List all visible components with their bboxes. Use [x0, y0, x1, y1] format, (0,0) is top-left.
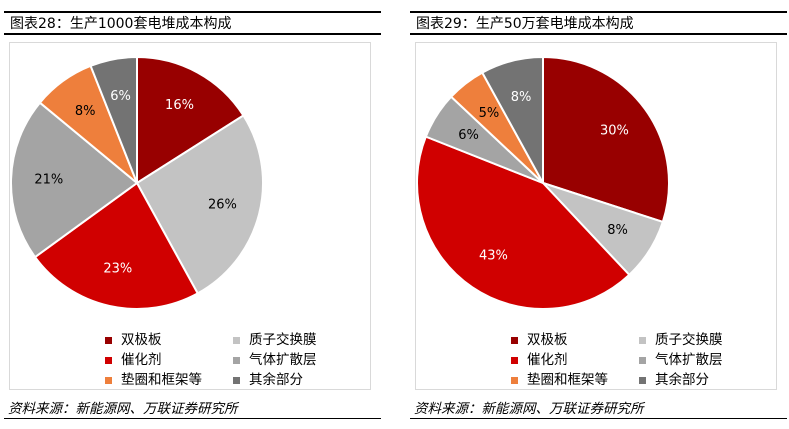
- legend-swatch: [639, 377, 646, 384]
- source-note: 资料来源：新能源网、万联证券研究所: [414, 401, 644, 417]
- legend-label: 催化剂: [527, 352, 568, 368]
- legend-item-2: 催化剂: [105, 351, 233, 370]
- pie-slice-3: [10, 101, 139, 259]
- legend-label: 气体扩散层: [655, 352, 723, 368]
- legend-swatch: [639, 337, 646, 344]
- data-label-1: 26%: [208, 197, 237, 212]
- legend-item-1: 质子交换膜: [233, 331, 365, 350]
- data-label-5: 6%: [110, 89, 131, 104]
- legend-label: 其余部分: [249, 372, 303, 388]
- legend-label: 气体扩散层: [249, 352, 317, 368]
- legend-swatch: [233, 357, 240, 364]
- legend-swatch: [511, 337, 518, 344]
- chart-legend: 双极板 质子交换膜催化剂 气体扩散层垫圈和框架等 其余部分: [105, 331, 365, 390]
- legend-item-3: 气体扩散层: [639, 351, 771, 370]
- legend-label: 催化剂: [121, 352, 162, 368]
- legend-item-2: 催化剂: [511, 351, 639, 370]
- legend-label: 双极板: [121, 332, 162, 348]
- legend-swatch: [233, 337, 240, 344]
- legend-item-1: 质子交换膜: [639, 331, 771, 350]
- legend-label: 质子交换膜: [655, 332, 723, 348]
- legend-swatch: [639, 357, 646, 364]
- legend-item-3: 气体扩散层: [233, 351, 365, 370]
- bottom-rule: [410, 418, 787, 419]
- chart-title: 图表29：生产50万套电堆成本构成: [416, 16, 634, 32]
- chart-legend: 双极板 质子交换膜催化剂 气体扩散层垫圈和框架等 其余部分: [511, 331, 771, 390]
- chart-frame: 16% 26% 23% 21% 8% 6% 双极板 质子交换膜催化剂 气体扩散层垫圈和框架等 其…: [9, 42, 371, 390]
- chart-title: 图表28：生产1000套电堆成本构成: [10, 16, 232, 32]
- source-note: 资料来源：新能源网、万联证券研究所: [8, 401, 238, 417]
- pie-slice-5: [89, 55, 138, 184]
- data-label-0: 16%: [165, 98, 194, 113]
- legend-swatch: [105, 337, 112, 344]
- legend-label: 质子交换膜: [249, 332, 317, 348]
- legend-label: 其余部分: [655, 372, 709, 388]
- pie-slice-2: [416, 135, 631, 310]
- legend-swatch: [105, 377, 112, 384]
- data-label-4: 5%: [479, 106, 500, 121]
- legend-swatch: [511, 357, 518, 364]
- pie-slice-1: [135, 114, 264, 295]
- data-label-4: 8%: [75, 104, 96, 119]
- legend-item-4: 垫圈和框架等: [105, 371, 233, 390]
- chart-title-bar: 图表29：生产50万套电堆成本构成: [410, 11, 787, 35]
- data-label-2: 43%: [479, 248, 508, 263]
- chart-title-bar: 图表28：生产1000套电堆成本构成: [4, 11, 381, 35]
- data-label-5: 8%: [511, 90, 532, 105]
- chart-frame: 30% 8% 43% 6% 5% 8% 双极板 质子交换膜催化剂 气体扩散层垫圈和框架等 其余部…: [415, 42, 777, 390]
- legend-swatch: [233, 377, 240, 384]
- bottom-rule: [4, 418, 381, 419]
- pie-slice-0: [136, 55, 245, 185]
- data-label-2: 23%: [103, 262, 132, 277]
- pie-slice-2: [33, 181, 200, 310]
- pie-slice-0: [542, 55, 670, 224]
- data-label-3: 6%: [458, 128, 479, 143]
- legend-item-5: 其余部分: [233, 371, 365, 390]
- legend-swatch: [105, 357, 112, 364]
- data-label-0: 30%: [600, 124, 629, 139]
- chart-panel-right: 图表29：生产50万套电堆成本构成 30% 8% 43% 6% 5% 8% 双极板 质子交换…: [410, 0, 787, 429]
- pie-chart-1000-stacks: 16% 26% 23% 21% 8% 6%: [10, 55, 264, 310]
- legend-item-5: 其余部分: [639, 371, 771, 390]
- legend-item-0: 双极板: [105, 331, 233, 350]
- legend-swatch: [511, 377, 518, 384]
- legend-label: 垫圈和框架等: [121, 372, 202, 388]
- pie-chart-500k-stacks: 30% 8% 43% 6%5% 8%: [416, 55, 670, 310]
- pie-slice-5: [480, 55, 544, 184]
- chart-panel-left: 图表28：生产1000套电堆成本构成 16% 26% 23% 21% 8% 6% 双极板 质…: [4, 0, 381, 429]
- legend-label: 双极板: [527, 332, 568, 348]
- data-label-1: 8%: [607, 223, 628, 238]
- legend-item-4: 垫圈和框架等: [511, 371, 639, 390]
- legend-label: 垫圈和框架等: [527, 372, 608, 388]
- data-label-3: 21%: [34, 173, 63, 188]
- legend-item-0: 双极板: [511, 331, 639, 350]
